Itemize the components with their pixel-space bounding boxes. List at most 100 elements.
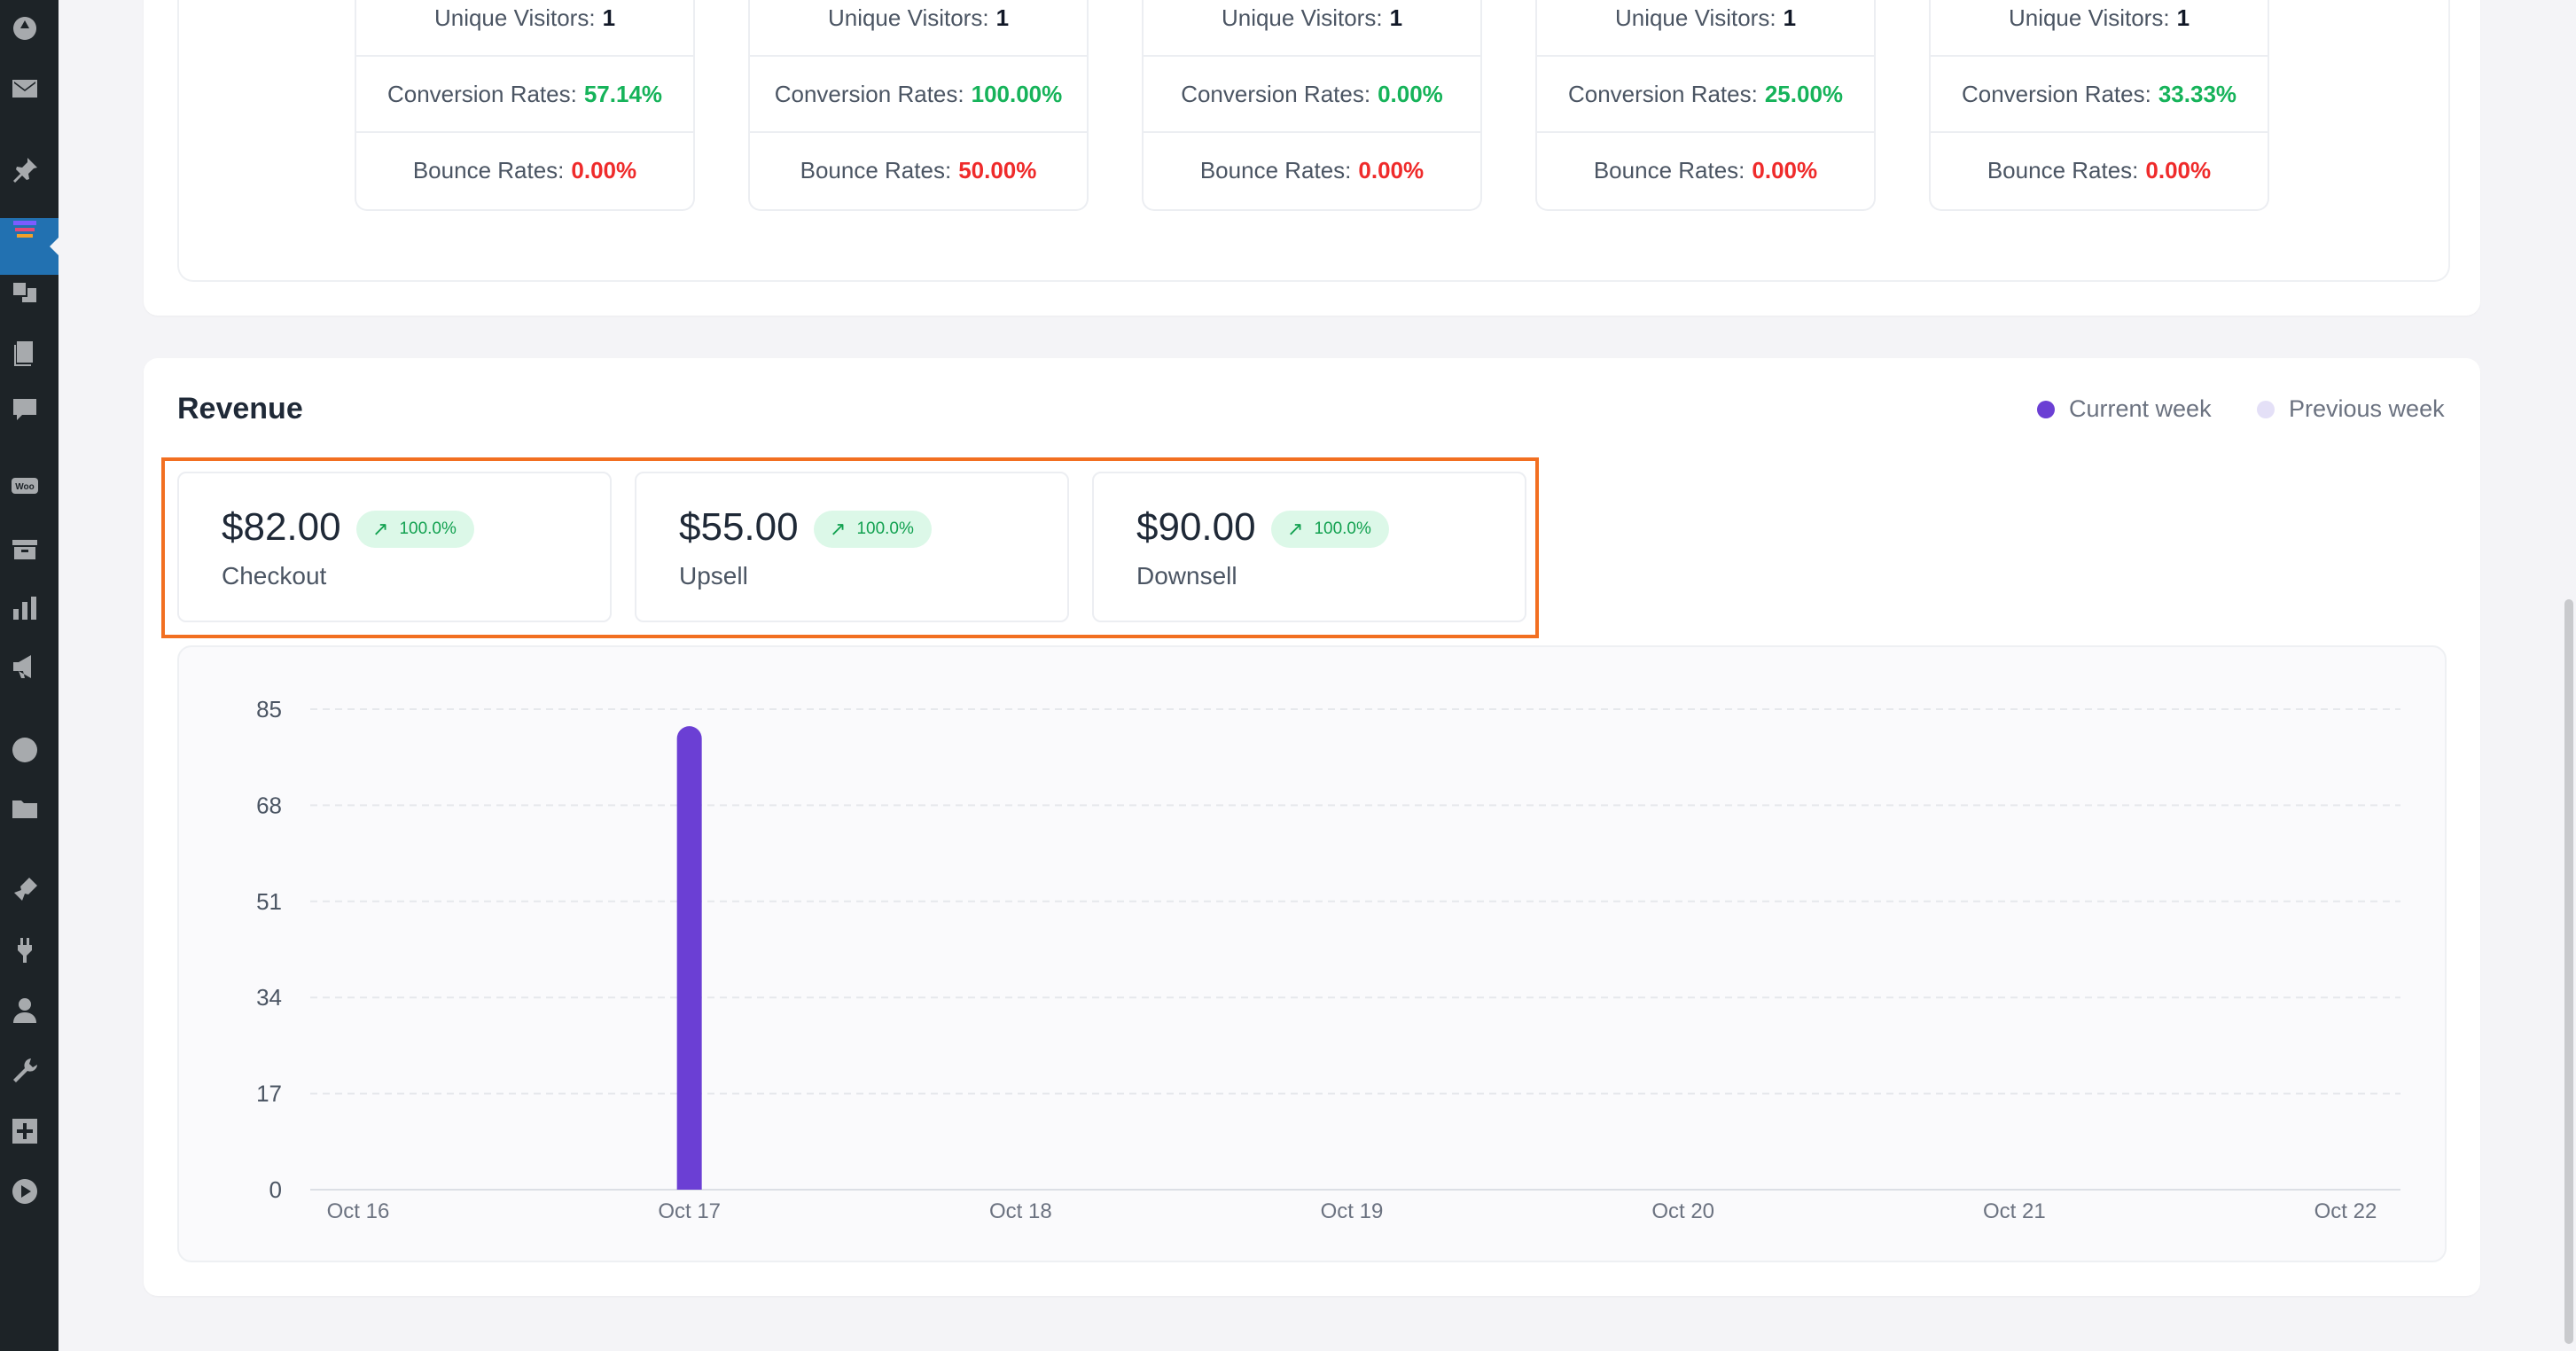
stat-value: 1 — [995, 4, 1010, 31]
stat-label: Conversion Rates: — [1961, 80, 2151, 107]
x-tick-label: Oct 18 — [989, 1199, 1052, 1223]
conversion-rate-row: Conversion Rates: 100.00% — [750, 57, 1087, 133]
x-tick-label: Oct 17 — [658, 1199, 721, 1223]
dashboard-icon[interactable] — [7, 11, 43, 46]
sidebar-active-notch — [50, 238, 59, 255]
sidebar-active-indicator — [0, 218, 59, 275]
unique-visitors-row: Unique Visitors: 1 — [1931, 0, 2268, 57]
unique-visitors-row: Unique Visitors: 1 — [750, 0, 1087, 57]
pin-icon[interactable] — [7, 152, 43, 188]
stat-card: Unique Visitors: 1 Conversion Rates: 25.00%… — [1535, 0, 1876, 211]
trend-up-icon: ↗ — [830, 518, 847, 540]
stat-value: 1 — [1389, 4, 1403, 31]
stat-label: Conversion Rates: — [1181, 80, 1371, 107]
funnel-icon[interactable] — [7, 211, 43, 246]
pages-icon[interactable] — [7, 335, 43, 371]
plus-icon[interactable] — [7, 1113, 43, 1149]
bar-current-week-oct-17[interactable] — [676, 726, 702, 1190]
stat-card: Unique Visitors: 1 Conversion Rates: 100.00… — [748, 0, 1089, 211]
y-tick-label: 34 — [256, 984, 282, 1011]
x-tick-label: Oct 19 — [1321, 1199, 1384, 1223]
analytics-icon[interactable] — [7, 590, 43, 626]
scrollbar-thumb[interactable] — [2564, 599, 2573, 1344]
stat-label: Unique Visitors: — [1221, 4, 1383, 31]
kpi-change-value: 100.0% — [1314, 519, 1371, 538]
kpi-change-badge: ↗ 100.0% — [356, 511, 474, 548]
revenue-title: Revenue — [177, 392, 303, 426]
mail-icon[interactable] — [7, 71, 43, 106]
stat-value: 1 — [1783, 4, 1797, 31]
stat-value: 0.00% — [571, 156, 637, 184]
x-tick-label: Oct 20 — [1651, 1199, 1714, 1223]
legend-previous-dot-icon — [2257, 400, 2275, 418]
kpi-highlight-box — [161, 457, 1539, 638]
stats-inner-box — [177, 0, 2450, 282]
woo-icon[interactable]: Woo — [7, 468, 43, 504]
stat-label: Unique Visitors: — [433, 4, 596, 31]
stat-label: Bounce Rates: — [412, 156, 565, 184]
x-tick-label: Oct 16 — [327, 1199, 390, 1223]
y-tick-label: 68 — [256, 792, 282, 818]
unique-visitors-row: Unique Visitors: 1 — [356, 0, 693, 57]
stat-label: Bounce Rates: — [1987, 156, 2139, 184]
comments-icon[interactable] — [7, 392, 43, 427]
tools-icon[interactable] — [7, 1053, 43, 1089]
bounce-rate-row: Bounce Rates: 0.00% — [1931, 133, 2268, 207]
megaphone-icon[interactable] — [7, 649, 43, 684]
stat-label: Bounce Rates: — [800, 156, 952, 184]
brush-icon[interactable] — [7, 872, 43, 908]
stat-label: Bounce Rates: — [1593, 156, 1745, 184]
conversion-rate-row: Conversion Rates: 33.33% — [1931, 57, 2268, 133]
x-tick-label: Oct 22 — [2314, 1199, 2377, 1223]
stat-value: 57.14% — [583, 80, 663, 107]
y-tick-label: 51 — [256, 888, 282, 915]
legend-current-week[interactable]: Current week — [2037, 395, 2212, 423]
stat-value: 25.00% — [1764, 80, 1844, 107]
kpi-card-upsell: $55.00 ↗ 100.0% Upsell — [635, 472, 1069, 622]
stat-card: Unique Visitors: 1 Conversion Rates: 0.00% B… — [1142, 0, 1482, 211]
revenue-chart-area — [177, 645, 2447, 1262]
stat-value: 100.00% — [971, 80, 1063, 107]
kpi-label: Downsell — [1136, 562, 1237, 590]
woo-icon-label: Woo — [15, 482, 34, 492]
stat-value: 33.33% — [2158, 80, 2237, 107]
x-tick-label: Oct 21 — [1983, 1199, 2046, 1223]
kpi-label: Checkout — [222, 562, 327, 590]
kpi-value: $55.00 — [679, 505, 799, 549]
stat-label: Conversion Rates: — [1567, 80, 1758, 107]
kpi-change-badge: ↗ 100.0% — [814, 511, 932, 548]
stat-value: 0.00% — [2145, 156, 2212, 184]
stat-label: Unique Visitors: — [2008, 4, 2170, 31]
trend-up-icon: ↗ — [1287, 518, 1304, 540]
bounce-rate-row: Bounce Rates: 0.00% — [1537, 133, 1874, 207]
page-scrollbar[interactable] — [2560, 0, 2576, 1351]
elementor-icon[interactable] — [7, 732, 43, 768]
legend-current-dot-icon — [2037, 400, 2055, 418]
y-tick-label: 85 — [256, 696, 282, 722]
stat-label: Conversion Rates: — [774, 80, 964, 107]
bounce-rate-row: Bounce Rates: 50.00% — [750, 133, 1087, 207]
kpi-value: $90.00 — [1136, 505, 1256, 549]
unique-visitors-row: Unique Visitors: 1 — [1537, 0, 1874, 57]
stat-card: Unique Visitors: 1 Conversion Rates: 57.14%… — [355, 0, 695, 211]
stat-card: Unique Visitors: 1 Conversion Rates: 33.33%… — [1929, 0, 2269, 211]
stat-value: 50.00% — [958, 156, 1037, 184]
stat-label: Unique Visitors: — [1614, 4, 1776, 31]
kpi-change-badge: ↗ 100.0% — [1271, 511, 1389, 548]
media-icon[interactable] — [7, 275, 43, 310]
conversion-rate-row: Conversion Rates: 25.00% — [1537, 57, 1874, 133]
conversion-rate-row: Conversion Rates: 57.14% — [356, 57, 693, 133]
play-icon[interactable] — [7, 1174, 43, 1209]
folder-icon[interactable] — [7, 791, 43, 826]
kpi-change-value: 100.0% — [399, 519, 457, 538]
archive-icon[interactable] — [7, 532, 43, 567]
stat-value: 1 — [602, 4, 616, 31]
conversion-rate-row: Conversion Rates: 0.00% — [1144, 57, 1480, 133]
y-tick-label: 17 — [256, 1081, 282, 1107]
plugins-icon[interactable] — [7, 933, 43, 968]
legend-previous-week[interactable]: Previous week — [2257, 395, 2445, 423]
users-icon[interactable] — [7, 993, 43, 1028]
stat-label: Bounce Rates: — [1199, 156, 1352, 184]
stat-value: 0.00% — [1358, 156, 1425, 184]
stat-value: 1 — [2176, 4, 2190, 31]
